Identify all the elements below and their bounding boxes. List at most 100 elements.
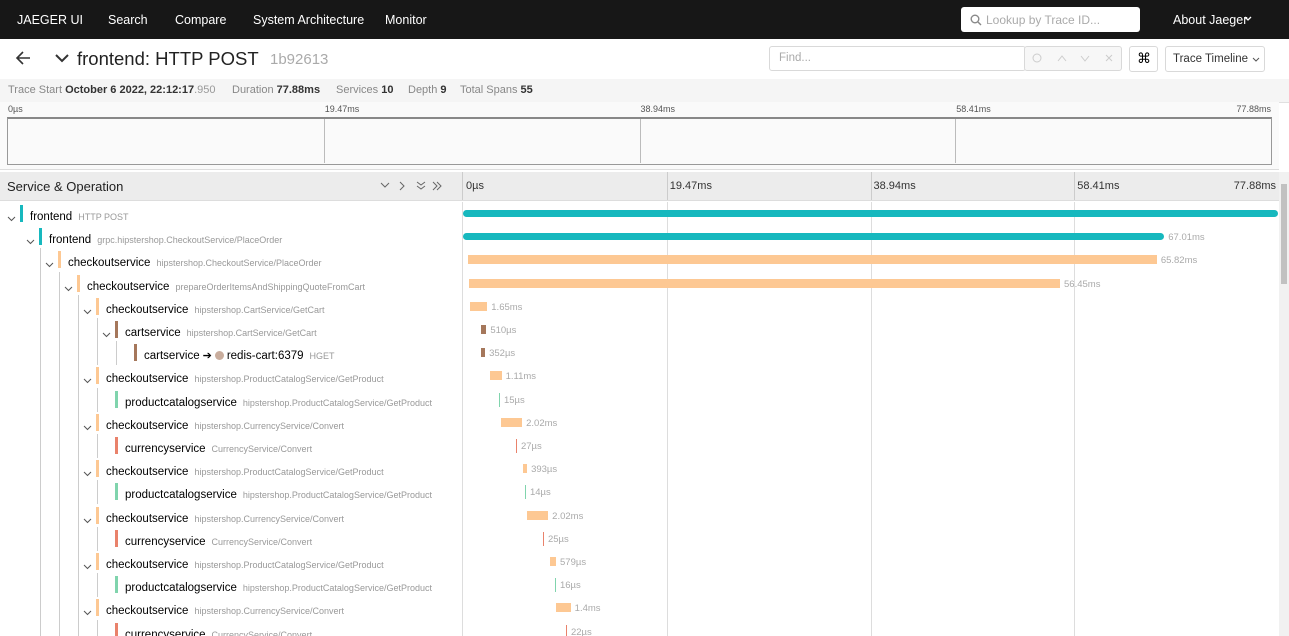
expand-toggle[interactable] [7, 209, 16, 222]
span-name[interactable]: checkoutservice hipstershop.CartService/G… [106, 300, 325, 318]
span-name[interactable]: frontend grpc.hipstershop.CheckoutService… [49, 230, 282, 248]
expand-toggle[interactable] [83, 418, 92, 431]
expand-toggle[interactable] [83, 302, 92, 315]
collapse-toggle[interactable] [55, 53, 69, 63]
operation-name: hipstershop.CartService/GetCart [194, 304, 325, 315]
span-name[interactable]: frontend HTTP POST [30, 207, 129, 225]
expand-toggle[interactable] [83, 603, 92, 616]
span-name[interactable]: productcatalogservice hipstershop.Product… [125, 578, 432, 596]
service-name: checkoutservice [87, 280, 170, 293]
span-row: checkoutservice hipstershop.CheckoutServi… [0, 248, 1279, 273]
search-placeholder: Lookup by Trace ID... [986, 13, 1101, 27]
stat-label: Total Spans [460, 84, 518, 96]
span-name[interactable]: productcatalogservice hipstershop.Product… [125, 393, 432, 411]
tree-guide [40, 434, 41, 458]
brand[interactable]: JAEGER UI [17, 13, 83, 27]
tree-guide [40, 480, 41, 505]
span-name[interactable]: checkoutservice hipstershop.ProductCatalo… [106, 555, 384, 573]
chevron [102, 332, 111, 338]
span-name[interactable]: productcatalogservice hipstershop.Product… [125, 485, 432, 503]
service-color [96, 553, 99, 570]
expand-toggle[interactable] [83, 464, 92, 477]
span-name[interactable]: checkoutservice hipstershop.CheckoutServi… [68, 253, 322, 271]
view-select[interactable]: Trace Timeline [1165, 46, 1265, 72]
tree-guide [59, 434, 60, 458]
span-row: productcatalogservice hipstershop.Product… [0, 387, 1279, 412]
span-name[interactable]: checkoutservice hipstershop.ProductCatalo… [106, 369, 384, 387]
service-name: productcatalogservice [125, 489, 237, 502]
stat-value: 77.88ms [276, 84, 321, 96]
find-controls [1024, 46, 1122, 71]
tree-guide [40, 294, 41, 319]
tree-guide [78, 480, 79, 505]
tree-guide [40, 457, 41, 482]
service-name: currencyservice [125, 535, 206, 548]
duration-label: 352µs [489, 348, 516, 360]
tree-guide [78, 550, 79, 574]
tree-guide [78, 387, 79, 412]
peer-dot [214, 351, 224, 361]
span-name[interactable]: checkoutservice hipstershop.CurrencyServi… [106, 601, 344, 619]
about-menu[interactable]: About Jaeger [1173, 13, 1248, 27]
span-name[interactable]: checkoutservice hipstershop.CurrencyServi… [106, 509, 344, 527]
span-name[interactable]: cartservice ➔ redis-cart:6379 HGET [144, 346, 335, 364]
service-color [20, 205, 23, 222]
expand-toggle[interactable] [64, 279, 73, 291]
operation-name: hipstershop.ProductCatalogService/GetPro… [242, 583, 432, 594]
service-name: checkoutservice [106, 419, 189, 432]
span-row: checkoutservice hipstershop.ProductCatalo… [0, 457, 1279, 482]
chevron [83, 309, 92, 315]
duration-label: 2.02ms [552, 510, 584, 522]
stat: Duration 77.88ms [232, 84, 320, 96]
service-name: checkoutservice [106, 373, 189, 386]
expand-toggle[interactable] [83, 371, 92, 384]
expand-controls[interactable] [380, 181, 444, 191]
back-button[interactable] [15, 51, 31, 65]
span-name[interactable]: cartservice hipstershop.CartService/GetCa… [125, 323, 317, 341]
operation-name: hipstershop.ProductCatalogService/GetPro… [194, 374, 384, 385]
nav-item[interactable]: System Architecture [253, 13, 365, 27]
stat-label: Depth [408, 84, 438, 96]
span-row: productcatalogservice hipstershop.Product… [0, 480, 1279, 505]
scroll-thumb[interactable] [1281, 184, 1287, 284]
span-name[interactable]: checkoutservice hipstershop.CurrencyServi… [106, 416, 344, 434]
tree-guide [40, 271, 41, 296]
find-input[interactable]: Find... [769, 46, 1026, 71]
span-bar [498, 392, 500, 407]
stat: Services 10 [336, 84, 394, 96]
span-name[interactable]: currencyservice CurrencyService/Convert [125, 532, 312, 550]
stat-label: Duration [232, 84, 274, 96]
duration-label: 67.01ms [1168, 232, 1205, 244]
stat: Depth 9 [408, 84, 447, 96]
expand-toggle[interactable] [45, 255, 54, 268]
tree-guide [78, 619, 79, 636]
nav-item[interactable]: Monitor [385, 13, 427, 27]
nav-item[interactable]: Search [108, 13, 148, 27]
tree-guide [97, 480, 98, 505]
column-title: Service & Operation [7, 179, 124, 194]
span-name[interactable]: checkoutservice hipstershop.ProductCatalo… [106, 462, 384, 480]
span-name[interactable]: currencyservice CurrencyService/Convert [125, 439, 312, 457]
divider [462, 172, 463, 200]
expand-toggle[interactable] [102, 325, 111, 338]
chevron [1252, 57, 1260, 62]
span-name[interactable]: currencyservice CurrencyService/Convert [125, 625, 312, 636]
service-name: frontend [30, 211, 73, 223]
tree-guide [59, 573, 60, 598]
service-color [77, 274, 80, 292]
service-name: checkoutservice [106, 303, 189, 316]
service-name: frontend [49, 234, 92, 247]
duration-label: 22µs [570, 626, 592, 636]
service-name: productcatalogservice [125, 582, 237, 595]
expand-toggle[interactable] [83, 557, 92, 570]
tree-guide [97, 619, 98, 636]
expand-toggle[interactable] [26, 232, 35, 245]
trace-id-search[interactable]: Lookup by Trace ID... [961, 7, 1140, 32]
nav-item[interactable]: Compare [175, 13, 227, 27]
span-name[interactable]: checkoutservice prepareOrderItemsAndShipp… [87, 277, 365, 295]
expand-toggle[interactable] [83, 511, 92, 523]
shortcuts-button[interactable]: ⌘ [1129, 46, 1158, 72]
tree-guide [59, 457, 60, 482]
stat: Total Spans 55 [460, 84, 533, 96]
